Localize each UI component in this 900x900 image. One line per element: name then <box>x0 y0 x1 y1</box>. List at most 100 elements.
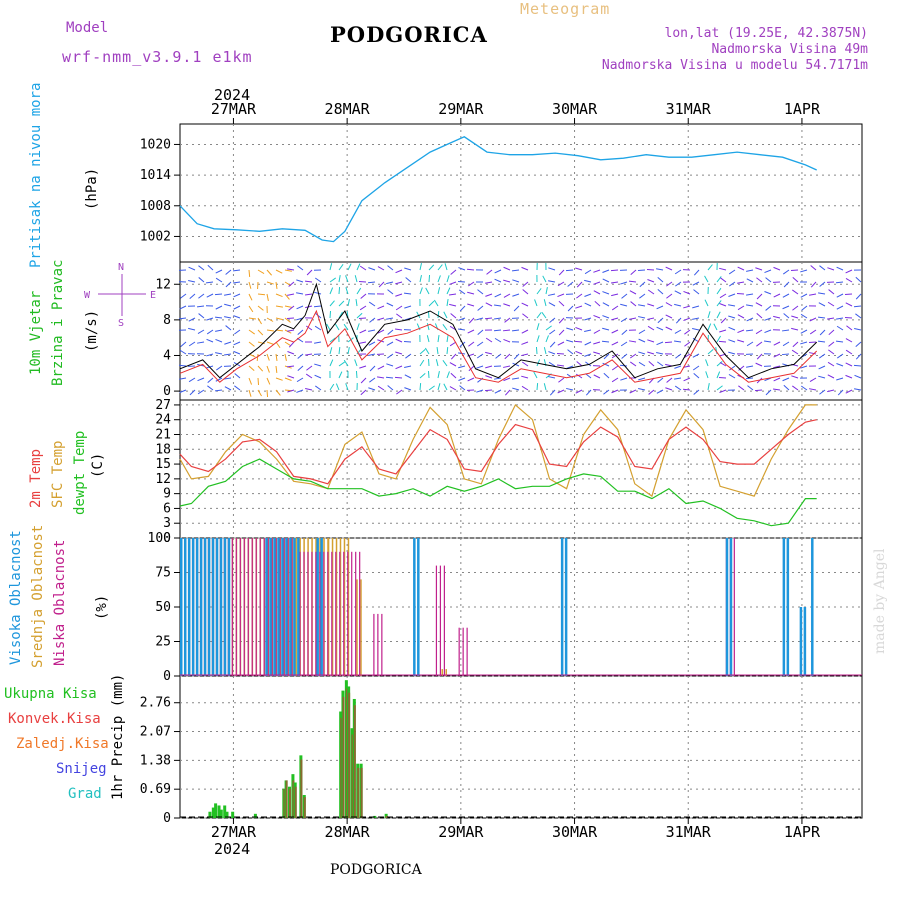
wind-barb <box>719 303 727 307</box>
wind-barb <box>257 269 265 274</box>
wind-barb <box>467 281 475 287</box>
high-cloud-bar <box>316 538 319 676</box>
wind-barb <box>179 305 187 310</box>
wind-barb <box>764 329 772 334</box>
wind-barb <box>297 265 304 271</box>
wind-barb <box>404 305 412 309</box>
wind-barb <box>836 317 844 320</box>
wind-barb <box>377 329 385 334</box>
wind-barb <box>629 361 637 367</box>
wind-barb <box>297 329 304 335</box>
wind-barb <box>359 365 367 369</box>
wind-barb <box>746 269 754 272</box>
conv-precip-bar <box>285 780 288 818</box>
high-cloud-bar <box>293 538 296 676</box>
wind-ytick-label: 12 <box>155 277 171 292</box>
wind-barb <box>611 389 619 394</box>
wind-barb <box>232 281 241 284</box>
wind-barb <box>338 286 341 295</box>
wind-barb <box>827 317 835 320</box>
wind-barb <box>817 316 826 319</box>
wind-barb <box>180 341 187 347</box>
wind-barb <box>666 293 673 299</box>
wind-barb <box>484 317 493 320</box>
legend-hail: Grad <box>68 786 102 802</box>
wind-barb <box>305 373 313 379</box>
wind-barb <box>355 298 358 307</box>
wind-barb <box>853 305 862 308</box>
high-cloud-bar <box>207 538 211 676</box>
wind-barb <box>343 359 349 367</box>
wind-barb <box>275 305 283 308</box>
wind-barb <box>395 269 403 274</box>
wind-barb <box>619 364 628 367</box>
wind-barb <box>620 377 628 381</box>
high-cloud-bar <box>320 538 323 676</box>
wind-barb <box>773 315 781 319</box>
wind-barb <box>566 339 574 343</box>
cloud-ytick-label: 50 <box>155 600 171 615</box>
model-label: Model <box>66 20 109 36</box>
pressure-ytick-label: 1020 <box>140 137 171 152</box>
wind-barb <box>359 341 367 344</box>
total-precip-bar <box>217 805 221 818</box>
wind-barb <box>692 305 700 309</box>
wind-barb <box>611 353 619 359</box>
wind-barb <box>396 389 403 395</box>
wind-barb <box>286 365 295 368</box>
wind-barb <box>657 288 664 295</box>
wind-barb <box>437 310 440 319</box>
wind-barb <box>444 263 448 271</box>
wind-barb <box>338 264 344 271</box>
wind-barb <box>437 371 440 379</box>
low-cloud-bar <box>283 538 285 676</box>
wind-barb <box>377 376 385 379</box>
low-cloud-bar <box>339 551 341 676</box>
low-cloud-bar <box>315 551 317 676</box>
wind-barb <box>338 275 341 283</box>
wind-barb <box>360 377 367 384</box>
wind-barb <box>576 293 583 299</box>
wind-barb <box>215 338 223 343</box>
wind-barb <box>828 341 835 347</box>
wind-barb <box>611 365 619 371</box>
low-cloud-bar <box>373 613 375 676</box>
mid-cloud-bar <box>360 579 362 676</box>
low-cloud-bar <box>377 613 379 676</box>
wind-barb <box>511 269 520 272</box>
wind-barb <box>449 293 457 296</box>
wind-barb <box>557 341 565 346</box>
wind-barb <box>716 276 722 283</box>
wind-barb <box>716 311 721 319</box>
wind-barb <box>737 281 745 284</box>
wind-barb <box>845 362 853 367</box>
wind-barb <box>593 269 601 273</box>
wind-barb <box>178 364 187 367</box>
wind-barb <box>485 351 493 355</box>
wind-barb <box>347 299 350 307</box>
wind-barb <box>707 311 711 319</box>
wind-barb <box>395 293 403 297</box>
wind-barb <box>819 353 826 359</box>
wind-barb <box>728 326 736 331</box>
wind-barb <box>266 365 270 373</box>
temp-ytick-label: 3 <box>163 516 171 531</box>
wind-barb <box>639 293 646 299</box>
mid-cloud-bar <box>356 579 358 676</box>
wind-barb <box>467 329 475 334</box>
wind-barb <box>356 287 362 295</box>
wind-barb <box>836 266 844 271</box>
wind-barb <box>845 269 853 274</box>
dewpoint-line <box>179 458 817 527</box>
wind-barb <box>405 353 412 359</box>
wind-barb <box>782 341 790 347</box>
wind-barb <box>233 293 241 298</box>
wind-barb <box>443 383 448 391</box>
wind-barb <box>419 348 426 355</box>
wind-barb <box>198 277 205 283</box>
low-cloud-bar <box>231 538 233 676</box>
wind-barb <box>854 374 862 379</box>
wind-ytick-label: 0 <box>163 384 171 399</box>
wind-barb <box>593 374 601 379</box>
